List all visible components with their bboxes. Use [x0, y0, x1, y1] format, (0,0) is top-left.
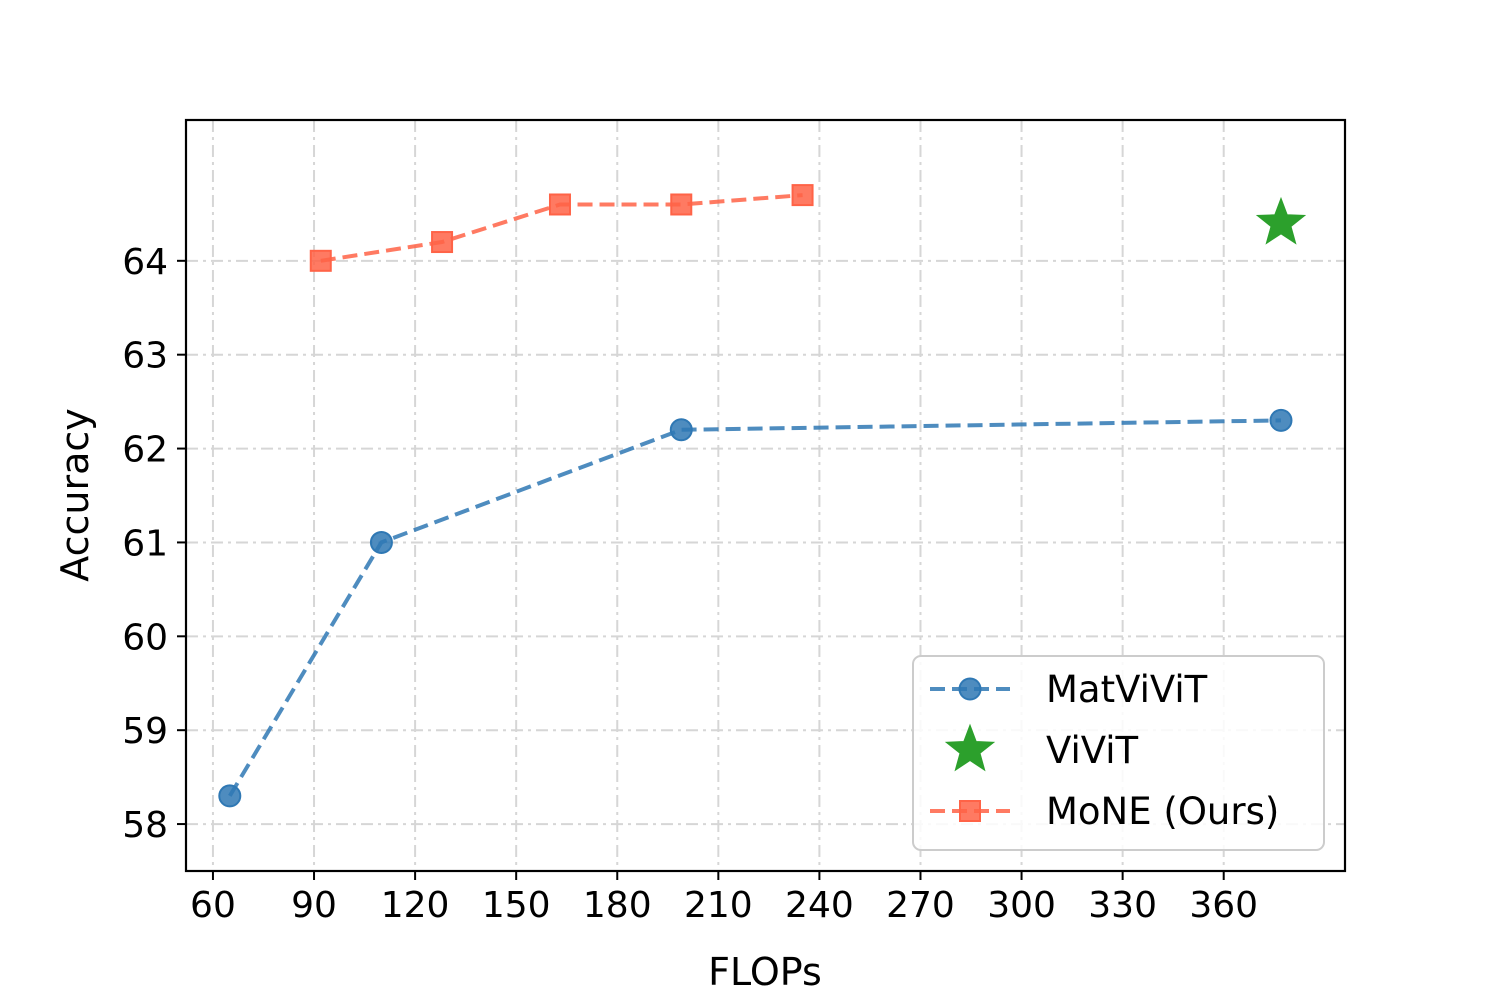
- y-axis-label: Accuracy: [53, 408, 97, 582]
- data-point-matvivit: [218, 784, 242, 808]
- x-tick-label: 120: [381, 885, 450, 926]
- legend-label-vivit: ViViT: [1046, 729, 1139, 772]
- y-tick-label: 60: [122, 617, 168, 658]
- series-mone-ours: [309, 184, 814, 272]
- data-point-matvivit: [669, 418, 693, 442]
- data-point-matvivit: [1269, 408, 1293, 432]
- x-tick-label: 300: [987, 885, 1056, 926]
- plot-frame: [184, 118, 1347, 873]
- series-vivit: [1255, 196, 1307, 245]
- y-tick-label: 62: [122, 430, 168, 471]
- legend-box: [912, 655, 1325, 851]
- ticks: 60 90 120 150 180 210 240 270 300 330 360 58 59 60 61 6…: [122, 242, 1258, 926]
- x-tick-label: 210: [684, 885, 753, 926]
- x-tick-label: 60: [190, 885, 236, 926]
- series-line-matvivit: [228, 418, 1282, 797]
- y-tick-label: 63: [122, 336, 168, 377]
- data-point-mone-ours: [309, 249, 332, 272]
- y-tick-label: 61: [122, 523, 168, 564]
- legend-marker-vivit: [944, 723, 996, 772]
- legend-item-matvivit: MatViViT: [930, 668, 1208, 711]
- data-point-mone-ours: [791, 184, 814, 207]
- data-point-mone-ours: [670, 193, 693, 216]
- x-tick-label: 360: [1189, 885, 1258, 926]
- data-point-matvivit: [369, 530, 393, 554]
- x-axis-label: FLOPs: [708, 950, 822, 994]
- legend-marker-matvivit: [958, 677, 982, 701]
- series-layer: [218, 184, 1307, 808]
- legend: MatViViT ViViT MoNE (Ours): [912, 655, 1325, 851]
- data-point-vivit: [1255, 196, 1307, 245]
- series-matvivit: [218, 408, 1293, 808]
- data-point-mone-ours: [431, 231, 454, 254]
- x-tick-label: 90: [291, 885, 337, 926]
- legend-label-matvivit: MatViViT: [1046, 668, 1208, 711]
- x-tick-label: 150: [482, 885, 551, 926]
- data-point-mone-ours: [548, 193, 571, 216]
- y-tick-label: 58: [122, 805, 168, 846]
- y-tick-label: 59: [122, 711, 168, 752]
- x-tick-label: 270: [886, 885, 955, 926]
- x-tick-label: 240: [785, 885, 854, 926]
- x-tick-label: 180: [583, 885, 652, 926]
- legend-marker-mone-ours: [959, 800, 981, 822]
- legend-label-mone-ours: MoNE (Ours): [1046, 790, 1279, 833]
- x-tick-label: 330: [1088, 885, 1157, 926]
- legend-item-vivit: ViViT: [944, 723, 1139, 772]
- legend-item-mone-ours: MoNE (Ours): [930, 790, 1279, 833]
- y-tick-label: 64: [122, 242, 168, 283]
